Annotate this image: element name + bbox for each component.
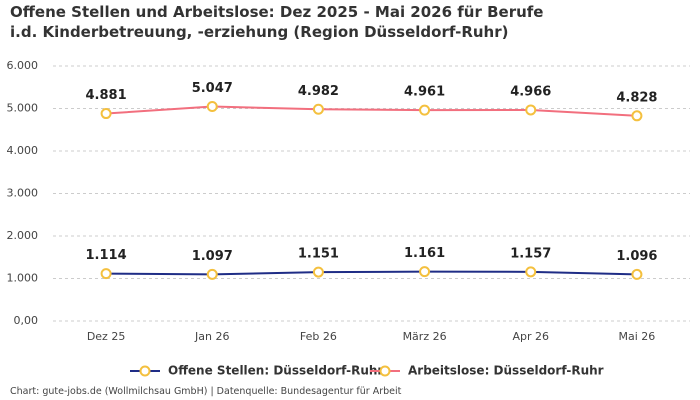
value-label: 4.982 — [298, 84, 339, 99]
legend-marker — [379, 365, 391, 377]
x-tick-label: März 26 — [403, 330, 447, 343]
x-tick-label: Apr 26 — [512, 330, 549, 343]
value-label: 5.047 — [192, 81, 233, 96]
y-tick-label: 0,00 — [14, 314, 39, 327]
legend-label: Arbeitslose: Düsseldorf-Ruhr — [408, 364, 604, 378]
point — [206, 101, 218, 113]
value-label: 1.157 — [510, 246, 551, 261]
legend-marker — [139, 365, 151, 377]
point — [419, 104, 431, 116]
series-line — [106, 270, 637, 276]
value-label: 1.096 — [616, 249, 657, 264]
point — [525, 104, 537, 116]
y-tick-label: 3.000 — [7, 187, 39, 200]
value-label: 4.828 — [616, 90, 657, 105]
point — [206, 268, 218, 280]
point — [419, 266, 431, 278]
point — [525, 266, 537, 278]
value-label: 4.966 — [510, 84, 551, 99]
y-tick-label: 2.000 — [7, 229, 39, 242]
point — [312, 103, 324, 115]
legend-label: Offene Stellen: Düsseldorf-Ruhr — [168, 364, 383, 378]
point — [100, 268, 112, 280]
value-label: 1.151 — [298, 247, 339, 262]
value-label: 4.881 — [86, 88, 127, 103]
point — [100, 108, 112, 120]
footer: Chart: gute-jobs.de (Wollmilchsau GmbH) … — [10, 386, 402, 397]
value-label: 1.114 — [86, 248, 127, 263]
x-tick-label: Jan 26 — [194, 330, 229, 343]
value-label: 4.961 — [404, 85, 445, 100]
x-tick-label: Feb 26 — [300, 330, 337, 343]
point — [312, 266, 324, 278]
chart-title: Offene Stellen und Arbeitslose: Dez 2025… — [10, 3, 544, 41]
point — [631, 110, 643, 122]
value-label: 1.097 — [192, 249, 233, 264]
x-tick-label: Dez 25 — [87, 330, 126, 343]
y-tick-label: 5.000 — [7, 102, 39, 115]
y-tick-label: 1.000 — [7, 272, 39, 285]
point — [631, 268, 643, 280]
y-tick-label: 4.000 — [7, 144, 39, 157]
y-tick-label: 6.000 — [7, 59, 39, 72]
value-label: 1.161 — [404, 246, 445, 261]
x-tick-label: Mai 26 — [619, 330, 656, 343]
series-line — [106, 105, 637, 117]
